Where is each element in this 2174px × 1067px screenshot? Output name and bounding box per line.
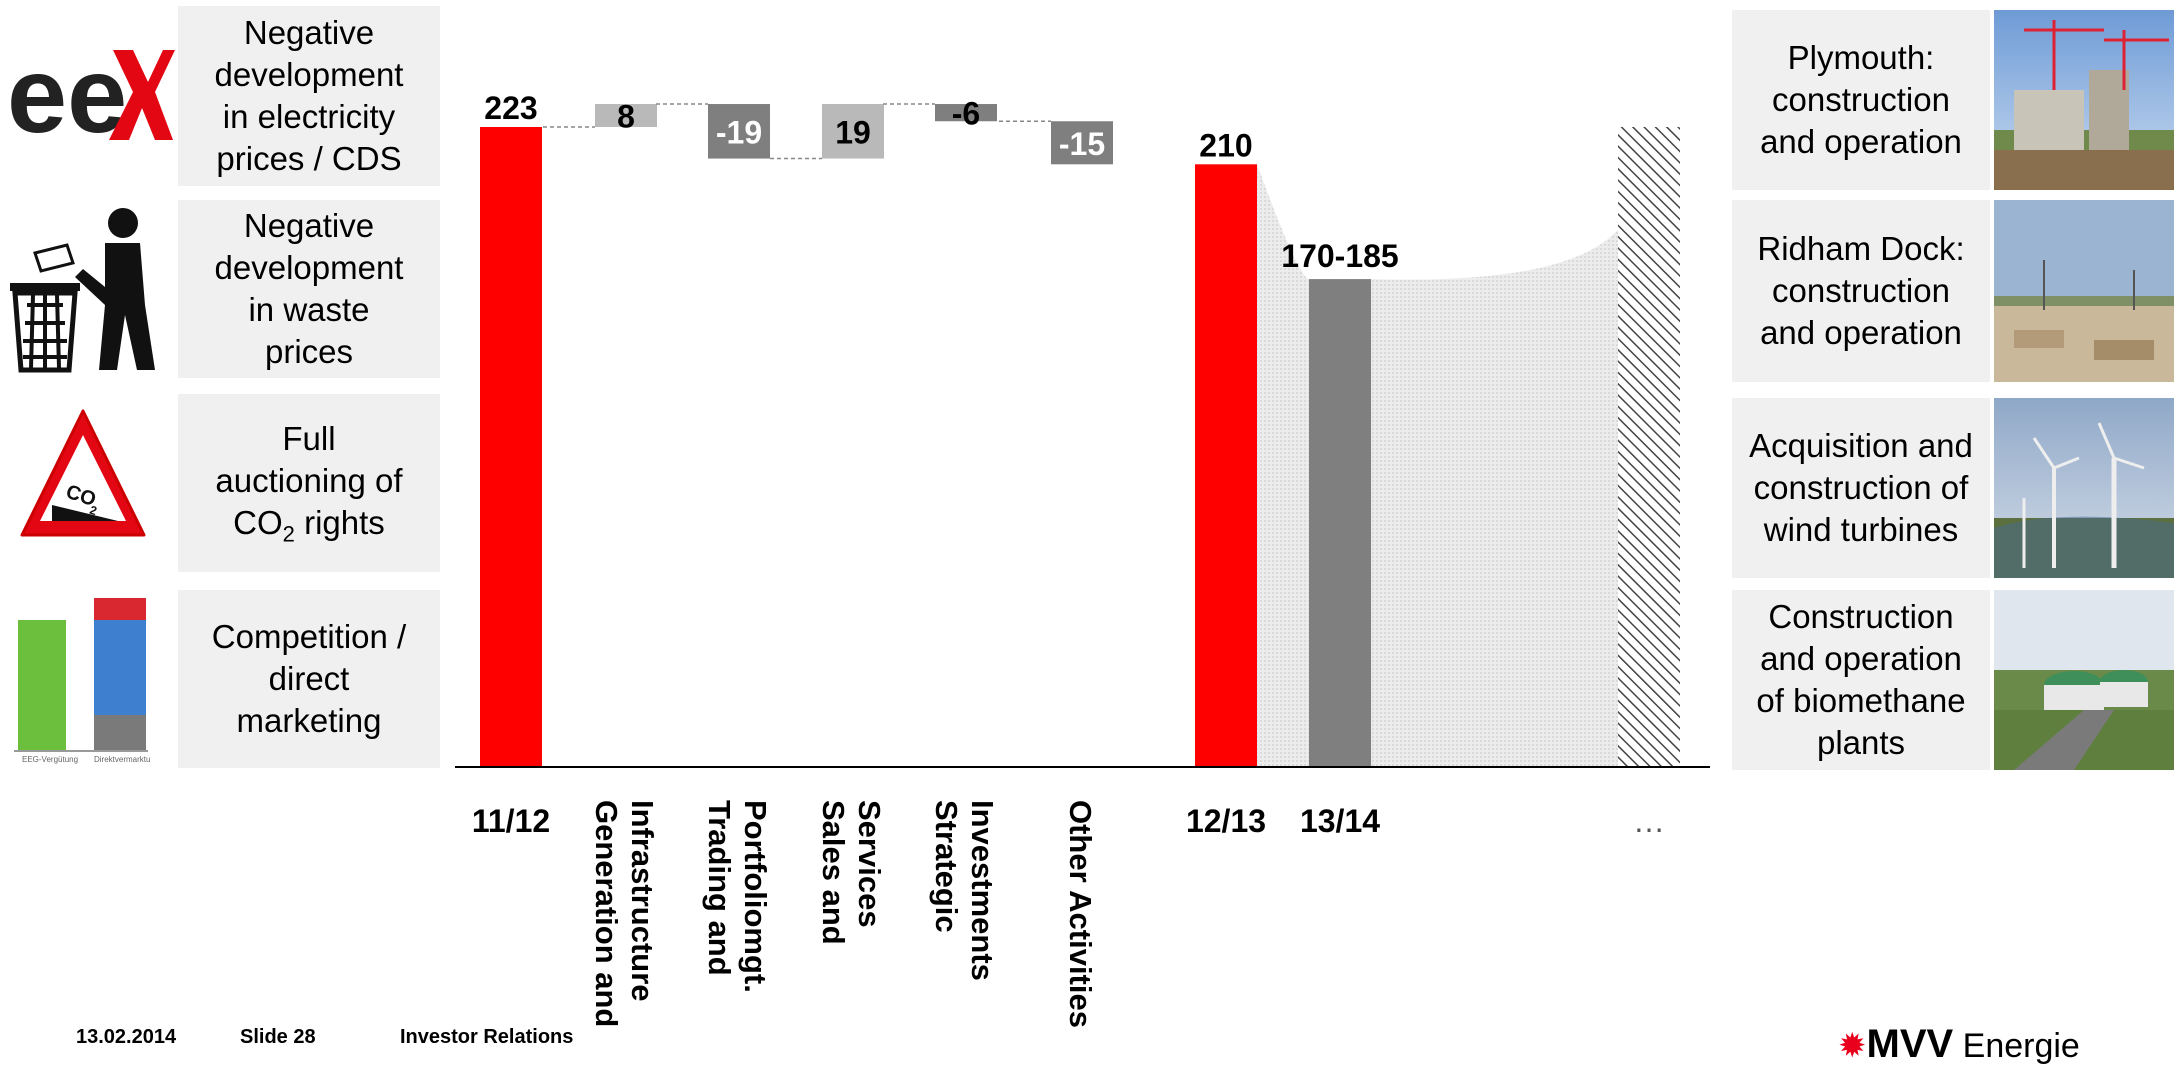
co2-warning-sign-icon: CO 2 [18, 405, 148, 545]
category-label: Other Activities [1063, 800, 1098, 1028]
sun-icon: ✹ [1838, 1027, 1867, 1065]
bar-generation-and-infrastructure [595, 104, 657, 127]
project-ridham-dock-text: Ridham Dock: construction and operation [1757, 230, 1965, 351]
category-label: Sales and [816, 800, 851, 945]
data-label: -15 [1059, 126, 1105, 162]
category-label: … [1633, 803, 1665, 839]
data-label: 8 [617, 99, 635, 135]
bar-other-activities [1051, 121, 1113, 165]
construction-site-photo [1994, 10, 2174, 190]
eeg-vs-direct-marketing-chart-icon: EEG-Vergütung Direktvermarktung [10, 590, 159, 765]
eex-logo-icon: ee [5, 20, 175, 155]
factor-competition-text: Competition / direct marketing [211, 618, 407, 739]
data-label: -19 [716, 114, 762, 150]
svg-text:Direktvermarktung: Direktvermarktung [94, 755, 150, 764]
category-label: Portfoliomgt. [738, 800, 773, 993]
project-wind-turbines-text: Acquisition and construction of wind tur… [1749, 427, 1973, 548]
bar-13-14 [1309, 279, 1371, 767]
factor-electricity-prices: Negative development in electricity pric… [178, 6, 440, 186]
factor-waste-prices-text: Negative development in waste prices [214, 207, 404, 370]
svg-text:EEG-Vergütung: EEG-Vergütung [22, 755, 78, 764]
bar-strategic-investments [935, 104, 997, 122]
category-label: 12/13 [1186, 803, 1266, 839]
factor-co2-text: Full auctioning of CO2 rights [215, 419, 403, 547]
data-label: 223 [484, 90, 537, 126]
category-label: 11/12 [472, 803, 550, 839]
factor-co2-auctioning: Full auctioning of CO2 rights [178, 394, 440, 572]
factor-waste-prices: Negative development in waste prices [178, 200, 440, 378]
litter-bin-icon [5, 205, 165, 375]
factor-competition: Competition / direct marketing [178, 590, 440, 768]
bar-trading-and-portfoliomgt- [708, 104, 770, 159]
footer-department: Investor Relations [400, 1026, 574, 1048]
wind-turbines-photo [1994, 398, 2174, 578]
biomethane-plant-photo [1994, 590, 2174, 770]
category-label: Strategic [929, 800, 964, 933]
category-label: 13/14 [1300, 803, 1380, 839]
data-label: 19 [835, 114, 871, 150]
project-biomethane: Construction and operation of biomethane… [1732, 590, 1990, 770]
project-plymouth-text: Plymouth: construction and operation [1760, 39, 1962, 160]
data-label: 170-185 [1281, 238, 1398, 274]
project-plymouth: Plymouth: construction and operation [1732, 10, 1990, 190]
footer-slide: Slide 28 [240, 1026, 316, 1048]
bar-- [1618, 126, 1680, 768]
data-label: -6 [952, 96, 980, 132]
category-label: Services [852, 800, 887, 928]
category-label: Trading and [702, 800, 737, 976]
bar-11-12 [480, 126, 542, 768]
project-biomethane-text: Construction and operation of biomethane… [1756, 598, 1966, 761]
mvv-energie-logo: ✹MVV Energie [1838, 1022, 2080, 1066]
bar-sales-and-services [822, 104, 884, 159]
construction-field-photo [1994, 200, 2174, 382]
project-ridham-dock: Ridham Dock: construction and operation [1732, 200, 1990, 382]
data-label: 210 [1199, 127, 1252, 163]
svg-text:ee: ee [7, 34, 127, 150]
svg-text:2: 2 [88, 503, 99, 518]
bar-12-13 [1195, 164, 1257, 768]
category-label: Infrastructure [625, 800, 660, 1002]
category-label: Investments [965, 800, 1000, 981]
project-wind-turbines: Acquisition and construction of wind tur… [1732, 398, 1990, 578]
footer-date: 13.02.2014 [76, 1026, 177, 1048]
factor-electricity-prices-text: Negative development in electricity pric… [214, 14, 404, 177]
category-label: Generation and [589, 800, 624, 1027]
